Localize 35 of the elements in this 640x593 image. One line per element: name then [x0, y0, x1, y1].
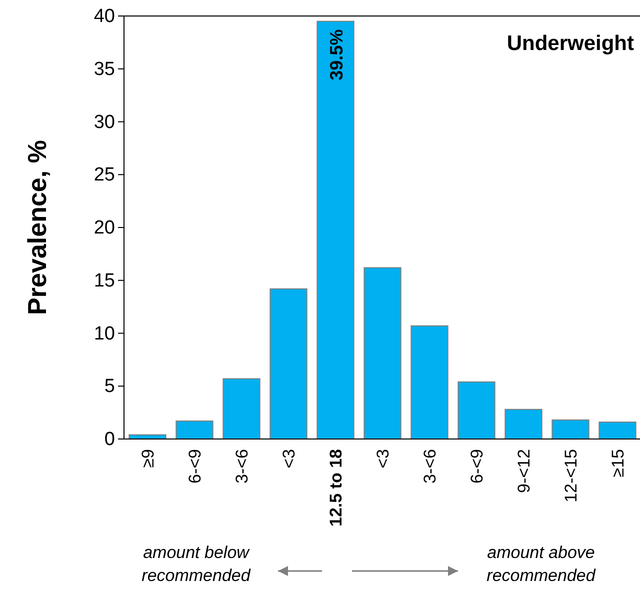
x-tick-label: 9-<12 — [514, 449, 534, 493]
bar — [552, 419, 590, 440]
x-tick-label: 6-<9 — [185, 449, 204, 484]
y-tick-label: 15 — [94, 270, 115, 292]
bar — [458, 381, 496, 440]
text: amount above recommended — [486, 543, 596, 585]
y-tick-label: 25 — [94, 164, 115, 186]
y-tick-label: 5 — [104, 376, 115, 398]
bar — [504, 408, 542, 440]
data-label: 39.5% — [326, 29, 346, 80]
bar — [364, 267, 402, 440]
text: Underweight — [506, 32, 634, 55]
y-tick-label: 10 — [94, 323, 115, 344]
x-tick-label: 12-<15 — [561, 449, 580, 502]
x-tick-label: 12.5 to 18 — [326, 449, 346, 526]
x-tick-label: ≥15 — [608, 449, 628, 478]
x-tick-label: <3 — [279, 449, 298, 468]
x-tick-label: ≥9 — [138, 449, 158, 468]
bar — [222, 378, 260, 440]
x-tick-label: 3-<6 — [420, 449, 440, 484]
x-tick-label: 6-<9 — [467, 449, 486, 484]
y-tick-label: 40 — [94, 6, 115, 28]
y-axis-title: Prevalence, % — [22, 140, 52, 315]
x-tick-label: 3-<6 — [232, 449, 252, 484]
bar — [176, 420, 214, 440]
y-tick-label: 35 — [94, 58, 115, 80]
bar — [598, 422, 636, 440]
y-tick-label: 30 — [94, 112, 115, 133]
text: amount below recommended — [142, 543, 251, 585]
bar — [410, 325, 448, 440]
y-tick-label: 0 — [104, 429, 115, 450]
x-tick-label: <3 — [373, 449, 392, 468]
y-tick-label: 20 — [94, 218, 115, 239]
bar — [270, 288, 308, 440]
bar — [316, 20, 354, 440]
